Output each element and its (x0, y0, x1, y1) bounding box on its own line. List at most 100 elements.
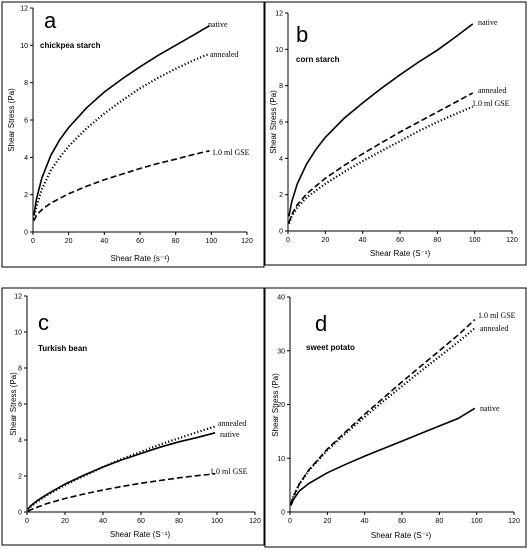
x-tick-label: 120 (241, 238, 253, 245)
y-tick-label: 0 (24, 230, 28, 237)
panel-a: 0 20 40 60 80 100 120 0 2 4 6 8 10 12 Shear Rate (s⁻¹)… (1, 1, 265, 268)
x-tick-label: 120 (249, 518, 261, 525)
panel-title: corn starch (296, 55, 340, 64)
y-tick-label: 2 (24, 192, 28, 199)
panel-letter: a (44, 8, 57, 33)
y-tick-label: 10 (20, 43, 28, 50)
y-tick-label: 10 (275, 47, 283, 54)
y-tick-label: 0 (279, 229, 283, 236)
series-line-native (33, 25, 210, 216)
y-tick-label: 8 (18, 366, 22, 373)
x-tick-label: 40 (100, 238, 108, 245)
y-tick-label: 12 (14, 294, 22, 301)
panel-b: 0 20 40 60 80 100 120 0 2 4 6 8 10 12 Shear Rate (S⁻¹)… (264, 1, 527, 266)
y-tick-label: 2 (279, 192, 283, 199)
series-line-1-0-ml-gse (287, 105, 474, 225)
panel-letter: b (296, 22, 308, 47)
y-tick-label: 2 (18, 474, 22, 481)
series-line-1-0-ml-gse (27, 473, 216, 512)
series-line-annealed (27, 425, 216, 511)
x-tick-label: 60 (137, 518, 145, 525)
x-tick-label: 40 (359, 237, 367, 244)
x-tick-label: 100 (471, 518, 483, 525)
y-tick-label: 30 (277, 348, 285, 355)
y-tick-label: 4 (24, 155, 28, 162)
panel-title: sweet potato (306, 343, 355, 352)
x-tick-label: 120 (508, 518, 520, 525)
series-label-annealed: annealed (218, 419, 246, 428)
y-tick-label: 8 (279, 83, 283, 90)
series-label-1-0-ml-gse: 1.0 ml GSE (212, 148, 250, 157)
series-label-annealed: annealed (210, 50, 238, 59)
series-label-1-0-ml-gse: 1.0 ml GSE (478, 311, 516, 320)
y-tick-label: 40 (277, 295, 285, 302)
y-axis-title: Shear Stress (Pa) (271, 373, 280, 437)
x-tick-label: 20 (323, 518, 331, 525)
series-label-annealed: annealed (480, 324, 508, 333)
y-tick-label: 0 (18, 510, 22, 517)
x-tick-label: 60 (398, 518, 406, 525)
y-tick-label: 8 (24, 80, 28, 87)
x-tick-label: 40 (361, 518, 369, 525)
x-tick-label: 80 (435, 518, 443, 525)
x-tick-label: 80 (175, 518, 183, 525)
series-line-annealed (288, 92, 474, 224)
series-line-annealed (32, 52, 210, 220)
series-label-native: native (208, 20, 228, 29)
series-line-native (288, 23, 474, 217)
y-tick-label: 4 (279, 156, 283, 163)
x-tick-label: 0 (286, 237, 290, 244)
y-tick-label: 6 (24, 118, 28, 125)
y-tick-label: 10 (14, 330, 22, 337)
x-axis-title: Shear Rate (S⁻¹) (110, 530, 171, 539)
series-line-1-0-ml-gse (33, 150, 210, 222)
y-axis-title: Shear Stress (Pa) (269, 90, 278, 154)
x-tick-label: 100 (469, 237, 481, 244)
series-line-annealed (289, 327, 476, 505)
x-tick-label: 20 (61, 518, 69, 525)
panel-title: Turkish bean (38, 344, 87, 353)
panel-title: chickpea starch (40, 41, 101, 50)
x-tick-label: 40 (99, 518, 107, 525)
y-tick-label: 12 (275, 11, 283, 18)
y-tick-label: 6 (279, 120, 283, 127)
x-axis-title: Shear Rate (s⁻¹) (111, 254, 170, 263)
panel-frame (1, 1, 265, 268)
y-tick-label: 20 (277, 402, 285, 409)
panel-frame (264, 1, 527, 266)
y-tick-label: 4 (18, 438, 22, 445)
x-axis-title: Shear Rate (S⁻¹) (371, 531, 432, 540)
x-tick-label: 0 (288, 518, 292, 525)
y-tick-label: 6 (18, 402, 22, 409)
series-label-native: native (478, 18, 498, 27)
y-tick-label: 12 (20, 6, 28, 13)
x-tick-label: 100 (211, 518, 223, 525)
y-axis-title: Shear Stress (Pa) (9, 372, 18, 436)
panel-frame (264, 287, 527, 548)
series-label-native: native (220, 430, 240, 439)
x-tick-label: 80 (172, 238, 180, 245)
x-tick-label: 20 (65, 238, 73, 245)
x-tick-label: 60 (136, 238, 144, 245)
x-tick-label: 120 (506, 237, 518, 244)
x-tick-label: 80 (433, 237, 441, 244)
series-label-native: native (480, 404, 500, 413)
x-tick-label: 100 (205, 238, 217, 245)
panel-letter: d (315, 311, 327, 336)
x-tick-label: 20 (321, 237, 329, 244)
panel-letter: c (38, 310, 49, 335)
x-tick-label: 60 (396, 237, 404, 244)
series-label-1-0-ml-gse: 1.0 ml GSE (210, 467, 248, 476)
series-label-1-0-ml-gse: 1.0 ml GSE (472, 99, 510, 108)
series-label-annealed: annealed (478, 86, 506, 95)
y-tick-label: 10 (277, 456, 285, 463)
y-axis-title: Shear Stress (Pa) (7, 88, 16, 152)
panel-c: 0 20 40 60 80 100 120 0 2 4 6 8 10 12 Shear Rate (S⁻¹)… (1, 287, 265, 546)
x-axis-title: Shear Rate (S⁻¹) (370, 249, 431, 258)
x-tick-label: 0 (31, 238, 35, 245)
series-line-native (27, 432, 216, 510)
panel-frame (1, 287, 265, 546)
y-tick-label: 0 (281, 510, 285, 517)
